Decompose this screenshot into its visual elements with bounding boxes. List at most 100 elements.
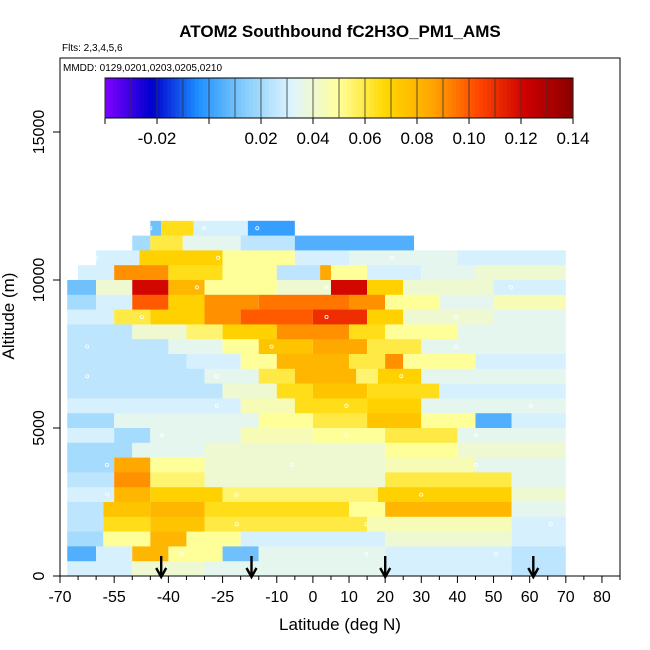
heatmap-cell bbox=[182, 235, 241, 251]
colorbar-swatch bbox=[116, 78, 122, 118]
heatmap-cell bbox=[493, 280, 566, 296]
heatmap-cell bbox=[258, 294, 350, 311]
colorbar-swatch bbox=[506, 78, 512, 118]
colorbar-swatch bbox=[245, 78, 250, 118]
colorbar-swatch bbox=[463, 78, 469, 118]
x-tick-label: 60 bbox=[521, 589, 539, 606]
colorbar-tick-label: 0.10 bbox=[452, 129, 485, 148]
colorbar-swatch bbox=[120, 78, 126, 118]
heatmap-cell bbox=[475, 413, 512, 429]
x-tick-label: 10 bbox=[340, 589, 358, 606]
heatmap-cell bbox=[67, 457, 115, 473]
arrow-head bbox=[245, 567, 258, 580]
x-tick-label: 70 bbox=[557, 589, 575, 606]
colorbar-swatch bbox=[307, 78, 313, 118]
heatmap-cell bbox=[475, 457, 566, 473]
heatmap-cell bbox=[421, 413, 476, 429]
heatmap-cell bbox=[403, 309, 494, 325]
heatmap-cell bbox=[204, 472, 386, 488]
colorbar-swatch bbox=[335, 78, 340, 118]
colorbar-swatch bbox=[456, 78, 461, 118]
heatmap-cell bbox=[78, 265, 115, 281]
colorbar-swatch bbox=[358, 78, 363, 118]
sample-marker bbox=[493, 551, 498, 556]
heatmap-cell bbox=[240, 531, 386, 547]
heatmap-cell bbox=[294, 398, 368, 414]
colorbar-swatch bbox=[514, 78, 519, 118]
flights-subtitle: Flts: 2,3,4,5,6 bbox=[62, 43, 123, 54]
sample-marker bbox=[255, 226, 260, 231]
heatmap-cell bbox=[367, 339, 422, 355]
colorbar-swatch bbox=[428, 78, 434, 118]
heatmap-cell bbox=[67, 413, 115, 429]
colorbar-swatch bbox=[370, 78, 375, 118]
sample-marker bbox=[454, 344, 459, 349]
heatmap-cell bbox=[222, 265, 277, 281]
colorbar-swatch bbox=[409, 78, 414, 118]
heatmap-cell bbox=[168, 280, 205, 296]
heatmap-cell bbox=[96, 250, 140, 266]
colorbar-swatch bbox=[132, 78, 137, 118]
heatmap-cell bbox=[67, 294, 97, 311]
colorbar-tick-label: 0.02 bbox=[244, 129, 277, 148]
heatmap-cell bbox=[132, 442, 205, 459]
heatmap-cell bbox=[67, 442, 133, 459]
y-axis: 0 5000 10000 15000 bbox=[31, 110, 60, 580]
sample-marker bbox=[548, 522, 553, 527]
colorbar-swatch bbox=[549, 78, 555, 118]
heatmap-cell bbox=[150, 531, 187, 547]
heatmap-cell bbox=[204, 280, 277, 296]
heatmap-cells bbox=[67, 220, 566, 577]
colorbar-swatch bbox=[498, 78, 504, 118]
colorbar-tick-label: 0.08 bbox=[400, 129, 433, 148]
colorbar-swatch bbox=[175, 78, 180, 118]
colorbar-swatch bbox=[417, 78, 422, 118]
colorbar-swatch bbox=[483, 78, 488, 118]
y-tick-label: 5000 bbox=[31, 410, 48, 446]
heatmap-cell bbox=[240, 398, 295, 414]
heatmap-cell bbox=[222, 487, 378, 503]
colorbar-swatch bbox=[288, 78, 293, 118]
heatmap-cell bbox=[511, 472, 566, 488]
colorbar-swatch bbox=[350, 78, 356, 118]
heatmap-cell bbox=[150, 220, 162, 237]
heatmap-cell bbox=[222, 546, 259, 562]
colorbar-swatch bbox=[420, 78, 426, 118]
colorbar-swatch bbox=[237, 78, 243, 118]
heatmap-cell bbox=[276, 265, 321, 281]
chart-title: ATOM2 Southbound fC2H3O_PM1_AMS bbox=[179, 22, 500, 41]
colorbar-swatch bbox=[405, 78, 410, 118]
colorbar-swatch bbox=[218, 78, 223, 118]
colorbar-swatch bbox=[136, 78, 141, 118]
heatmap-cell bbox=[204, 442, 386, 459]
heatmap-cell bbox=[511, 546, 566, 562]
heatmap-cell bbox=[457, 428, 566, 444]
heatmap-cell bbox=[367, 413, 422, 429]
heatmap-cell bbox=[67, 561, 133, 577]
heatmap-cell bbox=[367, 516, 512, 533]
colorbar-swatch bbox=[565, 78, 570, 118]
colorbar-swatch bbox=[311, 78, 317, 118]
x-tick-label: 50 bbox=[485, 589, 503, 606]
heatmap-cell bbox=[150, 428, 241, 444]
colorbar-swatch bbox=[534, 78, 539, 118]
heatmap-cell bbox=[204, 561, 386, 577]
colorbar-swatch bbox=[233, 78, 239, 118]
heatmap-cell bbox=[421, 398, 566, 414]
colorbar-swatch bbox=[202, 78, 207, 118]
heatmap-cell bbox=[385, 442, 458, 459]
sample-marker bbox=[85, 374, 90, 379]
heatmap-cell bbox=[150, 487, 223, 503]
heatmap-cell bbox=[96, 280, 133, 296]
heatmap-cell bbox=[222, 339, 259, 355]
heatmap-cell bbox=[114, 457, 151, 473]
heatmap-cell bbox=[67, 546, 97, 562]
heatmap-cell bbox=[367, 398, 422, 414]
colorbar-swatch bbox=[140, 78, 145, 118]
colorbar-swatch bbox=[401, 78, 406, 118]
sample-markers bbox=[85, 226, 553, 556]
heatmap-cell bbox=[511, 502, 566, 518]
colorbar-swatch bbox=[272, 78, 278, 118]
heatmap-cell bbox=[240, 309, 313, 325]
x-axis-label: Latitude (deg N) bbox=[279, 615, 401, 634]
